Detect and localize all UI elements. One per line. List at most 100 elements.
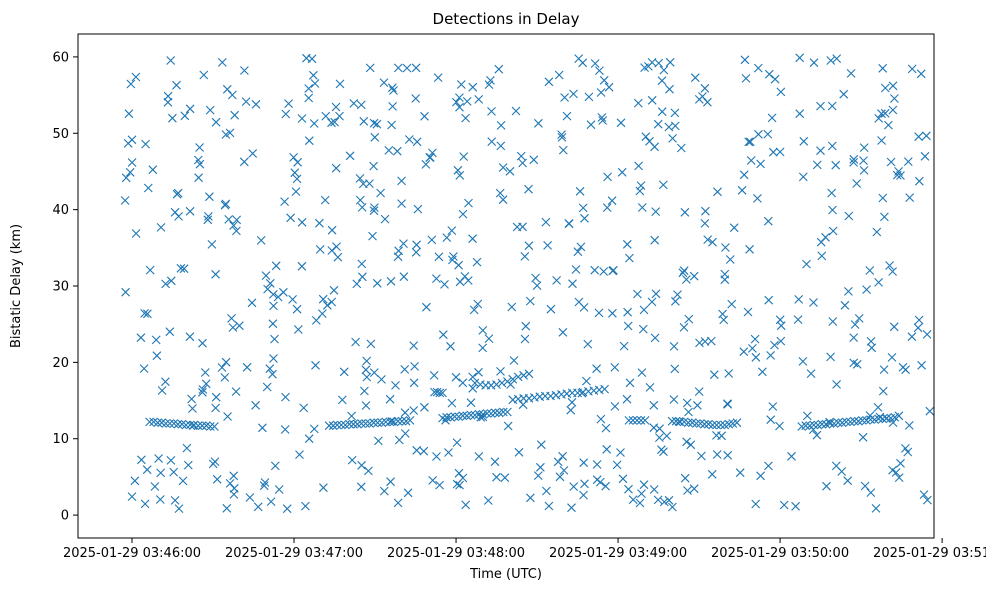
- detection-point: [712, 431, 721, 440]
- detection-point: [579, 458, 589, 468]
- detection-point: [559, 466, 569, 475]
- detection-point: [332, 242, 341, 251]
- detection-point: [531, 273, 540, 283]
- detection-point: [649, 400, 659, 410]
- detection-point: [584, 92, 594, 102]
- detection-point: [833, 418, 843, 428]
- detection-point: [297, 114, 307, 123]
- detection-point: [468, 234, 477, 244]
- detection-point: [503, 377, 512, 386]
- detection-point: [239, 157, 249, 167]
- detection-point: [361, 419, 370, 428]
- detection-point: [156, 223, 166, 232]
- detection-point: [205, 192, 214, 202]
- detection-point: [874, 414, 883, 424]
- detection-point: [461, 500, 471, 510]
- detection-point: [411, 94, 421, 103]
- detection-point: [127, 492, 137, 501]
- detection-point: [498, 195, 508, 205]
- detection-point: [459, 152, 469, 161]
- detection-point: [470, 378, 480, 388]
- detection-point: [425, 153, 435, 162]
- detection-point: [592, 475, 602, 485]
- detection-point: [253, 502, 263, 512]
- detection-point: [684, 314, 694, 324]
- detection-point: [411, 63, 421, 73]
- detection-point: [447, 398, 457, 408]
- detection-point: [458, 378, 468, 388]
- detection-point: [355, 195, 365, 205]
- detection-point: [764, 295, 774, 305]
- detection-point: [304, 434, 314, 444]
- detection-point: [612, 460, 622, 470]
- detection-point: [519, 370, 528, 380]
- detection-point: [871, 504, 881, 513]
- detection-point: [639, 305, 649, 315]
- detection-point: [617, 167, 627, 177]
- detection-point: [592, 364, 601, 374]
- detection-point: [473, 299, 483, 309]
- detection-point: [670, 108, 680, 118]
- detection-point: [532, 281, 542, 290]
- detection-point: [891, 468, 901, 477]
- detection-point: [849, 416, 859, 426]
- detection-point: [309, 424, 319, 434]
- x-axis-label: Time (UTC): [469, 567, 542, 582]
- detection-point: [120, 196, 130, 205]
- detection-point: [337, 395, 347, 405]
- detection-point: [248, 149, 258, 158]
- detection-point: [878, 63, 888, 73]
- detection-point: [693, 400, 702, 410]
- detection-point: [534, 118, 543, 128]
- x-axis: 2025-01-29 03:46:00 2025-01-29 03:47:00 20…: [63, 538, 986, 561]
- detection-point: [907, 64, 917, 74]
- detection-point: [221, 357, 231, 367]
- detection-point: [492, 472, 501, 482]
- detection-point: [170, 496, 180, 505]
- detection-point: [716, 420, 726, 430]
- detection-point: [603, 172, 612, 182]
- detection-point: [849, 333, 859, 342]
- detection-point: [569, 482, 579, 491]
- detection-point: [703, 97, 712, 107]
- detection-point: [448, 255, 457, 265]
- detection-point: [397, 416, 407, 426]
- detection-point: [271, 261, 281, 271]
- detection-point: [168, 113, 177, 123]
- detection-point: [841, 417, 851, 427]
- detection-point: [831, 461, 841, 471]
- detection-point: [890, 94, 899, 103]
- detection-point: [381, 417, 391, 427]
- detection-point: [357, 259, 367, 269]
- detection-point: [409, 378, 419, 388]
- detection-point: [444, 448, 453, 457]
- detection-point: [554, 70, 564, 80]
- detection-point: [478, 412, 488, 422]
- detection-point: [263, 284, 272, 294]
- detection-point: [701, 206, 710, 216]
- detection-point: [469, 305, 479, 315]
- detection-point: [718, 309, 727, 319]
- detection-point: [558, 327, 568, 337]
- detection-point: [152, 351, 162, 361]
- detection-point: [828, 226, 838, 236]
- detection-point: [905, 193, 915, 202]
- detection-point: [161, 419, 171, 428]
- y-tick-label: 0: [61, 509, 69, 524]
- detection-point: [514, 447, 524, 457]
- detection-point: [675, 417, 685, 427]
- detection-point: [400, 429, 410, 438]
- detection-point: [366, 339, 376, 349]
- detection-point: [669, 395, 679, 404]
- detection-point: [866, 488, 876, 497]
- detection-point: [878, 193, 888, 203]
- detection-point: [330, 117, 339, 127]
- detection-point: [461, 113, 470, 123]
- detection-point: [455, 93, 464, 102]
- detection-point: [849, 154, 859, 164]
- detection-point: [352, 279, 362, 289]
- detection-point: [503, 421, 513, 431]
- detection-point: [183, 460, 193, 470]
- detection-point: [145, 417, 154, 427]
- detection-point: [763, 216, 773, 226]
